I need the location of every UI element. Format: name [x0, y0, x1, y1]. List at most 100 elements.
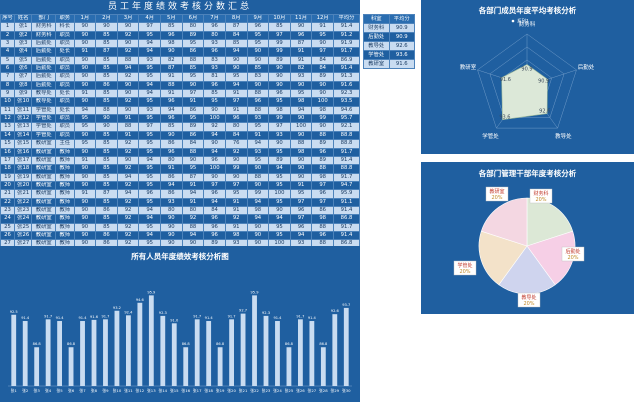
table-cell: 94	[289, 105, 313, 116]
table-cell: 88	[95, 105, 118, 116]
table-cell: 95	[73, 139, 97, 149]
table-cell: 89	[181, 30, 205, 41]
table-row: 16 张16 教研室 教师 90 85 92 95 96 88 94 92 93 95 98 96 91.7	[0, 147, 360, 157]
table-cell: 80	[181, 205, 205, 216]
radar-grid-ring	[489, 46, 565, 118]
table-cell: 92	[224, 214, 248, 224]
bar-tick-label: 张14	[158, 388, 167, 393]
table-header-cell: 1月	[73, 13, 97, 24]
table-cell: 95	[138, 139, 161, 149]
table-row: 6 张6 后勤处 职员 90 85 94 95 87 85 93 90 85 90 82 84 91.4	[0, 64, 360, 74]
pie-label-box	[561, 246, 585, 262]
table-cell: 张15	[14, 139, 33, 149]
table-cell: 95	[138, 30, 161, 41]
bar-张26	[297, 319, 303, 386]
table-cell: 95	[138, 114, 161, 124]
table-cell: 教研室	[31, 214, 57, 224]
department-average-table: 科室 平均分 财务科 90.9 后勤处 90.9 教导处 92.6 学管处 93.6 教研室 91.…	[363, 14, 415, 69]
bar-data-label: 86.8	[285, 342, 294, 346]
table-cell: 86	[181, 130, 205, 141]
table-header-cell: 3月	[116, 13, 140, 24]
table-cell: 教研室	[31, 222, 57, 232]
table-cell: 85	[160, 122, 183, 132]
bar-data-label: 91.7	[228, 314, 236, 318]
table-cell: 88	[289, 139, 313, 149]
radar-chart-panel: 各部门成员年度平均考核分析 系列1 90.9 财务科 90.9 后勤处 92.6 教导处 93…	[421, 0, 634, 154]
table-cell: 主任	[55, 139, 75, 149]
table-header-cell: 平均分	[333, 13, 360, 24]
table-cell: 92	[224, 147, 248, 157]
table-cell: 85	[95, 172, 118, 182]
table-cell: 95	[138, 180, 161, 191]
table-cell: 94	[160, 105, 183, 116]
table-cell: 教师	[55, 230, 75, 241]
bar-data-label: 86.8	[319, 342, 328, 346]
table-cell: 85	[95, 139, 118, 149]
table-cell: 91	[289, 55, 313, 66]
table-cell: 88	[311, 222, 334, 232]
table-cell: 90	[116, 22, 140, 32]
table-cell: 教研室	[31, 164, 57, 174]
table-cell: 99	[268, 39, 291, 49]
table-cell: 90	[246, 80, 270, 91]
table-cell: 教研室	[31, 197, 57, 207]
table-cell: 97	[224, 180, 248, 191]
table-cell: 96	[289, 205, 313, 216]
table-cell: 88	[181, 147, 205, 157]
pie-category-label: 教研室	[489, 188, 504, 195]
radar-category-label: 学管处	[482, 132, 499, 140]
table-cell: 95	[268, 197, 291, 207]
table-cell: 96	[160, 30, 183, 41]
table-cell: 88.8	[333, 130, 360, 141]
bar-tick-label: 张2	[22, 388, 29, 393]
table-cell: 后勤处	[31, 80, 57, 91]
table-cell: 95	[224, 189, 248, 199]
bar-张20	[229, 319, 235, 386]
table-cell: 85	[95, 147, 118, 157]
table-cell: 91	[224, 89, 248, 99]
table-cell: 93	[138, 55, 161, 66]
bar-data-label: 93.2	[113, 306, 121, 310]
table-row: 25 张25 教研室 教师 90 85 92 95 90 88 96 91 90 95 96 88 91.7	[0, 222, 360, 232]
table-cell: 7	[0, 72, 16, 82]
bar-张30	[343, 307, 349, 386]
table-cell: 92	[181, 214, 205, 224]
table-cell: 6	[0, 64, 16, 74]
table-cell: 职员	[55, 80, 75, 91]
table-cell: 88	[311, 130, 334, 141]
table-cell: 85	[224, 39, 248, 49]
table-cell: 91	[224, 205, 248, 216]
table-cell: 学管处	[31, 105, 57, 116]
table-cell: 93	[160, 197, 183, 207]
table-row: 23 张23 教研室 教师 90 86 92 94 80 80 84 91 98 90 96 86 91.4	[0, 205, 360, 216]
radar-category-label: 教导处	[555, 132, 572, 140]
table-cell: 94	[160, 180, 183, 191]
table-cell: 88	[246, 105, 270, 116]
table-row: 1 张1 财务科 科长 90 90 90 97 85 80 96 87 96 85 90 91 91.4	[0, 22, 360, 32]
table-cell: 91	[181, 97, 205, 107]
radar-series-area	[501, 64, 548, 121]
table-cell: 95	[289, 189, 313, 199]
table-cell: 张24	[14, 214, 33, 224]
table-cell: 张25	[14, 222, 33, 232]
bar-data-label: 95.9	[147, 290, 156, 294]
table-cell: 90	[289, 155, 313, 166]
table-cell: 91.7	[333, 47, 360, 57]
table-cell: 85	[95, 55, 118, 66]
table-cell: 90	[246, 222, 270, 232]
table-cell: 97	[289, 214, 313, 224]
bar-tick-label: 张17	[193, 388, 202, 393]
table-row: 22 张22 教研室 教师 90 85 92 95 93 91 94 91 94 95 97 97 91.1	[0, 197, 360, 207]
bar-data-label: 91.7	[44, 314, 52, 318]
table-cell: 86	[95, 230, 118, 241]
table-cell: 91.4	[333, 155, 360, 166]
table-cell: 3	[0, 39, 16, 49]
bar-tick-label: 张18	[204, 388, 213, 393]
table-cell: 90	[73, 222, 97, 232]
table-cell: 92	[116, 139, 140, 149]
table-cell: 90	[224, 155, 248, 166]
table-row: 教研室 91.6	[363, 59, 415, 69]
table-cell: 后勤处	[363, 32, 390, 42]
bar-张1	[11, 314, 17, 386]
table-cell: 97	[203, 180, 226, 191]
